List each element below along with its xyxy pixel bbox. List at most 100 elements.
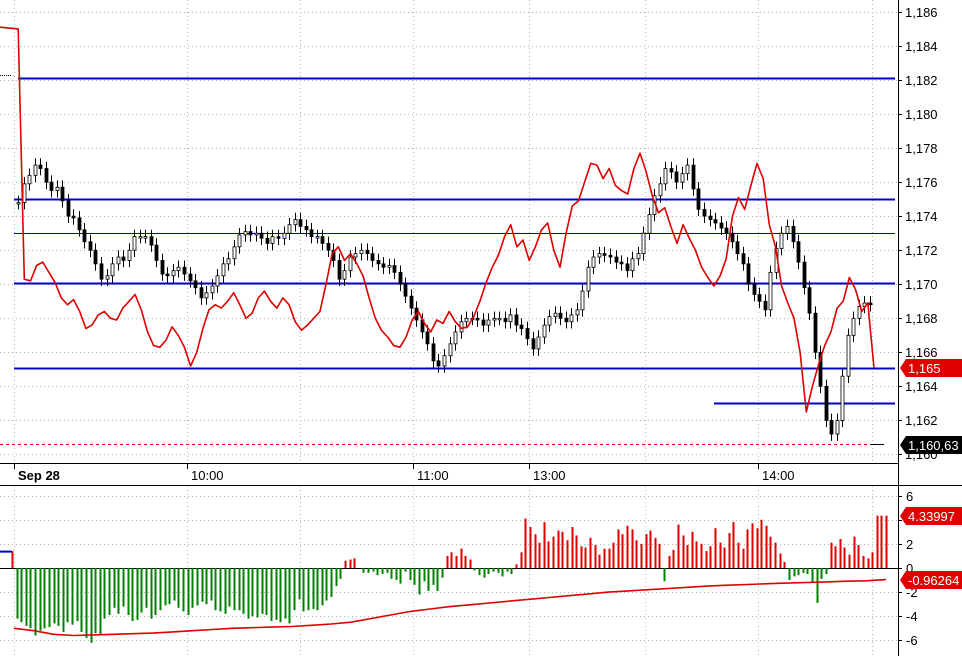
axis-panel-bg bbox=[898, 0, 962, 656]
candle-body bbox=[685, 164, 690, 175]
candle-body bbox=[409, 295, 414, 309]
candle-body bbox=[171, 270, 176, 277]
candle-body bbox=[846, 334, 851, 377]
price-tick-label: 1,172 bbox=[905, 243, 938, 258]
candle-body bbox=[868, 302, 873, 306]
candle-body bbox=[508, 314, 513, 323]
candle-body bbox=[630, 258, 635, 272]
time-axis: Sep 28 10:00 11:00 13:00 14:00 bbox=[0, 463, 962, 486]
candle-body bbox=[221, 263, 226, 277]
candle-body bbox=[138, 236, 143, 239]
candle-body bbox=[121, 256, 126, 261]
value-badges: 1,165 1,160,63 4.33997 -0.96264 bbox=[900, 359, 962, 589]
candle-body bbox=[425, 331, 430, 345]
osc-tick-label: -2 bbox=[906, 585, 918, 600]
time-tick-label: Sep 28 bbox=[18, 468, 60, 483]
candle-body bbox=[735, 241, 740, 255]
candle-body bbox=[696, 188, 701, 210]
candle-body bbox=[370, 253, 375, 261]
time-tick-label: 10:00 bbox=[191, 468, 224, 483]
candle-body bbox=[304, 225, 309, 231]
candle-body bbox=[365, 249, 370, 255]
candle-body bbox=[315, 236, 320, 239]
candle-body bbox=[287, 224, 292, 234]
candle-body bbox=[542, 324, 547, 338]
price-line-series bbox=[0, 26, 875, 413]
candle-body bbox=[768, 271, 773, 311]
candle-body bbox=[60, 186, 65, 202]
candle-body bbox=[779, 232, 784, 249]
candle-body bbox=[276, 236, 281, 239]
candle-body bbox=[353, 253, 358, 258]
candle-body bbox=[575, 309, 580, 316]
candle-body bbox=[66, 200, 71, 217]
candle-body bbox=[636, 253, 641, 260]
candle-body bbox=[757, 294, 762, 302]
candle-body bbox=[564, 317, 569, 323]
signal-line bbox=[13, 578, 887, 637]
candle-body bbox=[818, 351, 823, 387]
histogram-value-badge-text: 4.33997 bbox=[908, 509, 955, 524]
candle-body bbox=[807, 287, 812, 314]
low-marker-badge-text: 1,160,63 bbox=[908, 438, 959, 453]
candle-body bbox=[791, 225, 796, 243]
candle-body bbox=[641, 232, 646, 255]
low-marker-badge-bg bbox=[900, 436, 962, 454]
candle-body bbox=[77, 217, 82, 231]
candle-body bbox=[658, 183, 663, 197]
candle-body bbox=[602, 253, 607, 256]
candle-body bbox=[403, 283, 408, 297]
candle-body bbox=[248, 231, 253, 236]
time-tick-label: 13:00 bbox=[533, 468, 566, 483]
candle-body bbox=[44, 168, 49, 183]
candle-body bbox=[475, 317, 480, 321]
candle-body bbox=[342, 270, 347, 280]
candle-body bbox=[719, 222, 724, 229]
candle-body bbox=[127, 249, 132, 261]
candle-body bbox=[464, 317, 469, 323]
time-tick-label: 14:00 bbox=[762, 468, 795, 483]
osc-tick-label: -4 bbox=[906, 609, 918, 624]
candle-body bbox=[824, 386, 829, 421]
candle-body bbox=[547, 316, 552, 326]
price-tick-label: 1,170 bbox=[905, 277, 938, 292]
candle-body bbox=[724, 227, 729, 234]
histogram-value-badge-bg bbox=[900, 507, 962, 525]
candle-body bbox=[38, 164, 43, 169]
candle-body bbox=[154, 244, 159, 261]
candle-body bbox=[387, 265, 392, 268]
candle-body bbox=[204, 292, 209, 299]
signal-value-badge-bg bbox=[900, 571, 962, 589]
candle-body bbox=[580, 290, 585, 311]
candle-body bbox=[835, 420, 840, 435]
oscillator-histogram bbox=[0, 515, 888, 643]
candle-body bbox=[453, 331, 458, 345]
candle-body bbox=[149, 236, 154, 246]
candle-body bbox=[165, 273, 170, 277]
candle-body bbox=[569, 314, 574, 323]
price-axis: 1,1601,1621,1641,1661,1681,1701,1721,174… bbox=[898, 5, 938, 462]
horizontal-levels bbox=[0, 77, 895, 445]
candle-body bbox=[591, 256, 596, 268]
last-price-badge-text: 1,165 bbox=[908, 361, 941, 376]
price-tick-label: 1,166 bbox=[905, 345, 938, 360]
osc-tick-label: -6 bbox=[906, 633, 918, 648]
candle-body bbox=[359, 249, 364, 255]
price-line bbox=[0, 26, 875, 413]
price-tick-label: 1,162 bbox=[905, 413, 938, 428]
candle-body bbox=[55, 186, 60, 192]
price-tick-label: 1,182 bbox=[905, 73, 938, 88]
candle-body bbox=[160, 260, 165, 275]
candle-body bbox=[752, 283, 757, 295]
candlestick-series bbox=[16, 158, 873, 441]
candle-body bbox=[492, 317, 497, 321]
candle-body bbox=[259, 232, 264, 239]
candle-body bbox=[625, 263, 630, 272]
candle-body bbox=[586, 266, 591, 292]
candle-body bbox=[27, 174, 32, 185]
candle-body bbox=[398, 271, 403, 285]
candle-body bbox=[829, 420, 834, 435]
price-tick-label: 1,186 bbox=[905, 5, 938, 20]
